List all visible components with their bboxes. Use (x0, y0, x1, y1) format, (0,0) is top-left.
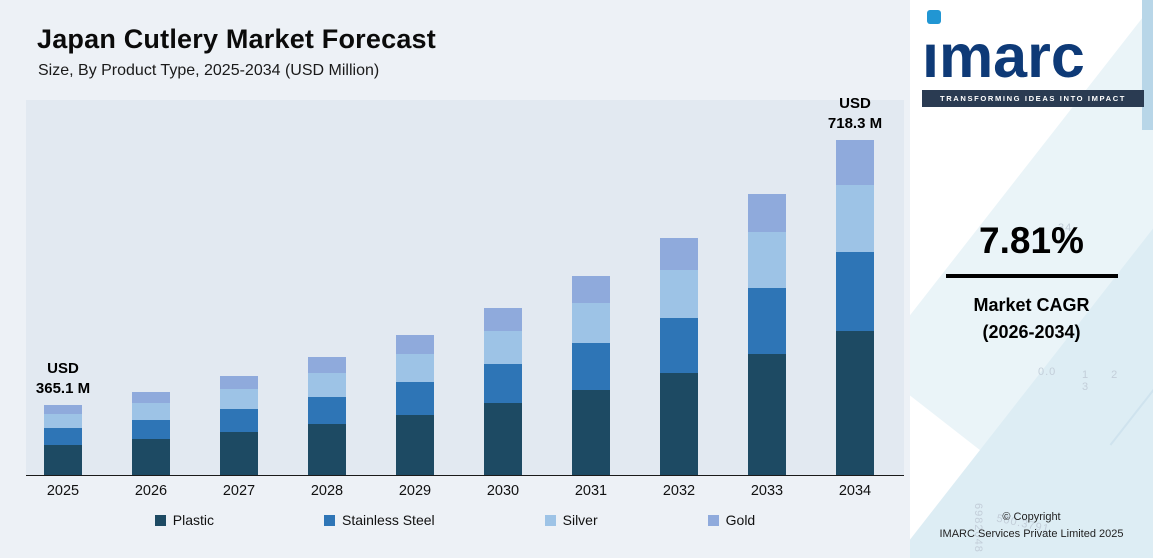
bar-segment-plastic (396, 414, 434, 475)
x-axis-line (26, 475, 904, 476)
accent-bar (1142, 0, 1153, 130)
x-tick-2034: 2034 (838, 483, 872, 499)
decor-number: 34 (1058, 222, 1073, 234)
bar-segment-stainless-steel (836, 252, 874, 331)
imarc-logo-dot-icon (927, 10, 941, 24)
cagr-label: Market CAGR (973, 295, 1090, 315)
bar-segment-silver (396, 353, 434, 382)
bar-2025 (44, 405, 82, 475)
bar-segment-plastic (572, 389, 610, 475)
bar-segment-plastic (132, 439, 170, 475)
cagr-block: 7.81% Market CAGR (2026-2034) (910, 220, 1153, 346)
legend-swatch-silver (544, 514, 556, 526)
legend-swatch-gold (707, 514, 719, 526)
bar-segment-stainless-steel (396, 381, 434, 415)
bar-segment-gold (396, 334, 434, 354)
copyright-line2: IMARC Services Private Limited 2025 (939, 527, 1124, 540)
bar-segment-gold (748, 193, 786, 232)
bar-segment-plastic (660, 373, 698, 475)
page-title: Japan Cutlery Market Forecast (37, 24, 436, 54)
sidebar: 34 0.0 1 2 3 6982048 500.3791 ımarc TRAN… (910, 0, 1153, 558)
legend-item-plastic: Plastic (154, 512, 215, 528)
decor-number: 1 2 3 (1082, 369, 1128, 393)
x-tick-2031: 2031 (574, 483, 608, 499)
x-tick-2025: 2025 (46, 483, 80, 499)
bar-segment-plastic (44, 444, 82, 475)
bar-segment-stainless-steel (484, 363, 522, 404)
bar-2028 (308, 357, 346, 475)
chart-subtitle: Size, By Product Type, 2025-2034 (USD Mi… (38, 62, 380, 79)
bar-segment-plastic (836, 330, 874, 475)
bar-segment-silver (220, 389, 258, 410)
bar-segment-plastic (484, 403, 522, 475)
legend-swatch-plastic (154, 514, 166, 526)
cagr-years: (2026-2034) (982, 322, 1081, 342)
imarc-logo: ımarc TRANSFORMING IDEAS INTO IMPACT (922, 10, 1144, 107)
x-tick-2032: 2032 (662, 483, 696, 499)
x-tick-2033: 2033 (750, 483, 784, 499)
cagr-underline (945, 274, 1118, 278)
bar-segment-gold (484, 308, 522, 331)
bar-2034 (836, 140, 874, 475)
legend-label-gold: Gold (725, 512, 756, 528)
x-tick-2029: 2029 (398, 483, 432, 499)
copyright-line1: © Copyright (1002, 511, 1061, 523)
bar-2029 (396, 334, 434, 475)
legend-item-gold: Gold (707, 512, 756, 528)
bar-segment-silver (484, 330, 522, 364)
bar-segment-stainless-steel (572, 342, 610, 390)
bar-segment-gold (572, 276, 610, 304)
value-label-2034: USD 718.3 M (827, 94, 883, 132)
value-label-2025: USD 365.1 M (35, 359, 91, 397)
bar-segment-silver (572, 303, 610, 343)
legend-item-stainless-steel: Stainless Steel (324, 512, 435, 528)
bar-segment-silver (660, 270, 698, 318)
imarc-tagline: TRANSFORMING IDEAS INTO IMPACT (922, 90, 1144, 107)
legend-label-silver: Silver (562, 512, 598, 528)
bar-segment-stainless-steel (220, 409, 258, 433)
x-tick-2028: 2028 (310, 483, 344, 499)
bar-segment-gold (132, 391, 170, 403)
chart-panel: Japan Cutlery Market Forecast Size, By P… (0, 0, 910, 558)
cagr-value: 7.81% (979, 220, 1084, 261)
copyright: © Copyright IMARC Services Private Limit… (910, 509, 1153, 542)
bar-2032 (660, 238, 698, 475)
x-tick-2030: 2030 (486, 483, 520, 499)
legend-swatch-stainless-steel (324, 514, 336, 526)
imarc-logo-text: ımarc (922, 22, 1085, 90)
x-tick-2026: 2026 (134, 483, 168, 499)
bar-segment-silver (44, 414, 82, 429)
bar-segment-stainless-steel (748, 287, 786, 354)
bar-segment-gold (308, 357, 346, 374)
plot-area: 2025 2026 2027 2028 2029 2030 2031 2032 2033 2034… (26, 95, 904, 499)
bar-segment-silver (132, 403, 170, 420)
bar-2033 (748, 193, 786, 475)
bar-segment-plastic (748, 353, 786, 475)
bar-segment-stainless-steel (660, 317, 698, 374)
bar-segment-gold (44, 405, 82, 415)
x-tick-2027: 2027 (222, 483, 256, 499)
decor-number: 0.0 (1038, 366, 1057, 378)
legend-item-silver: Silver (544, 512, 598, 528)
bar-segment-gold (660, 238, 698, 271)
bar-segment-gold (220, 375, 258, 390)
legend-label-plastic: Plastic (172, 512, 215, 528)
bar-segment-stainless-steel (132, 419, 170, 440)
bar-2026 (132, 391, 170, 475)
bar-segment-silver (836, 185, 874, 253)
bar-segment-silver (748, 231, 786, 288)
bar-segment-silver (308, 373, 346, 397)
bar-segment-stainless-steel (44, 428, 82, 445)
bar-2027 (220, 375, 258, 475)
bar-segment-gold (836, 140, 874, 186)
legend-label-stainless-steel: Stainless Steel (342, 512, 435, 528)
bar-segment-plastic (308, 424, 346, 475)
bar-2030 (484, 308, 522, 475)
chart-legend: Plastic Stainless Steel Silver Gold (0, 512, 910, 528)
bar-segment-plastic (220, 432, 258, 475)
bar-segment-stainless-steel (308, 396, 346, 425)
bar-2031 (572, 276, 610, 475)
